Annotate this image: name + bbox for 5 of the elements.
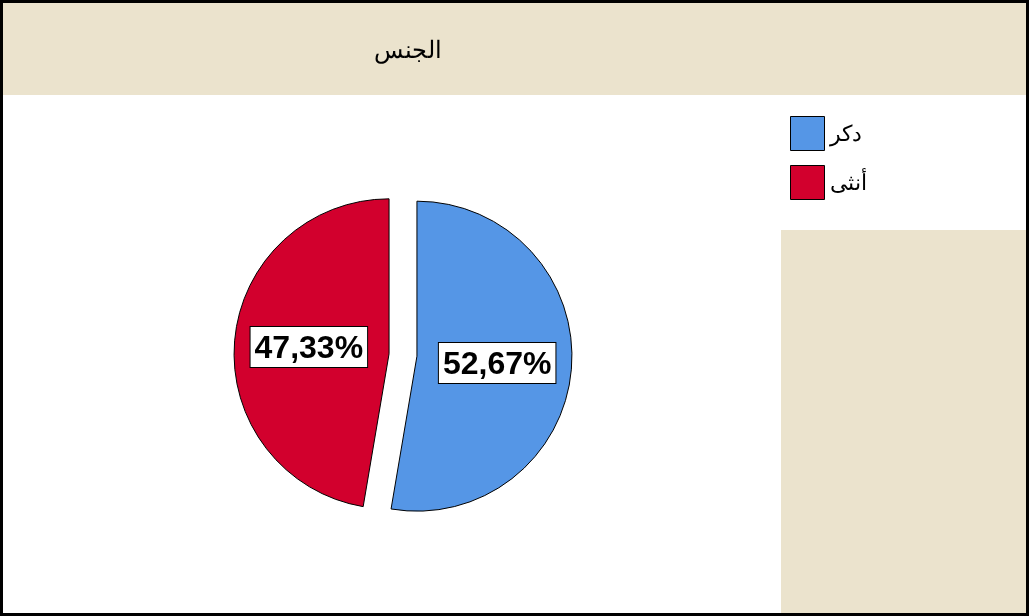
legend-label: دكر [828, 121, 862, 147]
legend-label: أنثى [829, 167, 867, 195]
data-label: 47,33% [254, 329, 364, 366]
data-label: 52,67% [442, 344, 552, 381]
chart-title: الجنس [374, 36, 442, 64]
